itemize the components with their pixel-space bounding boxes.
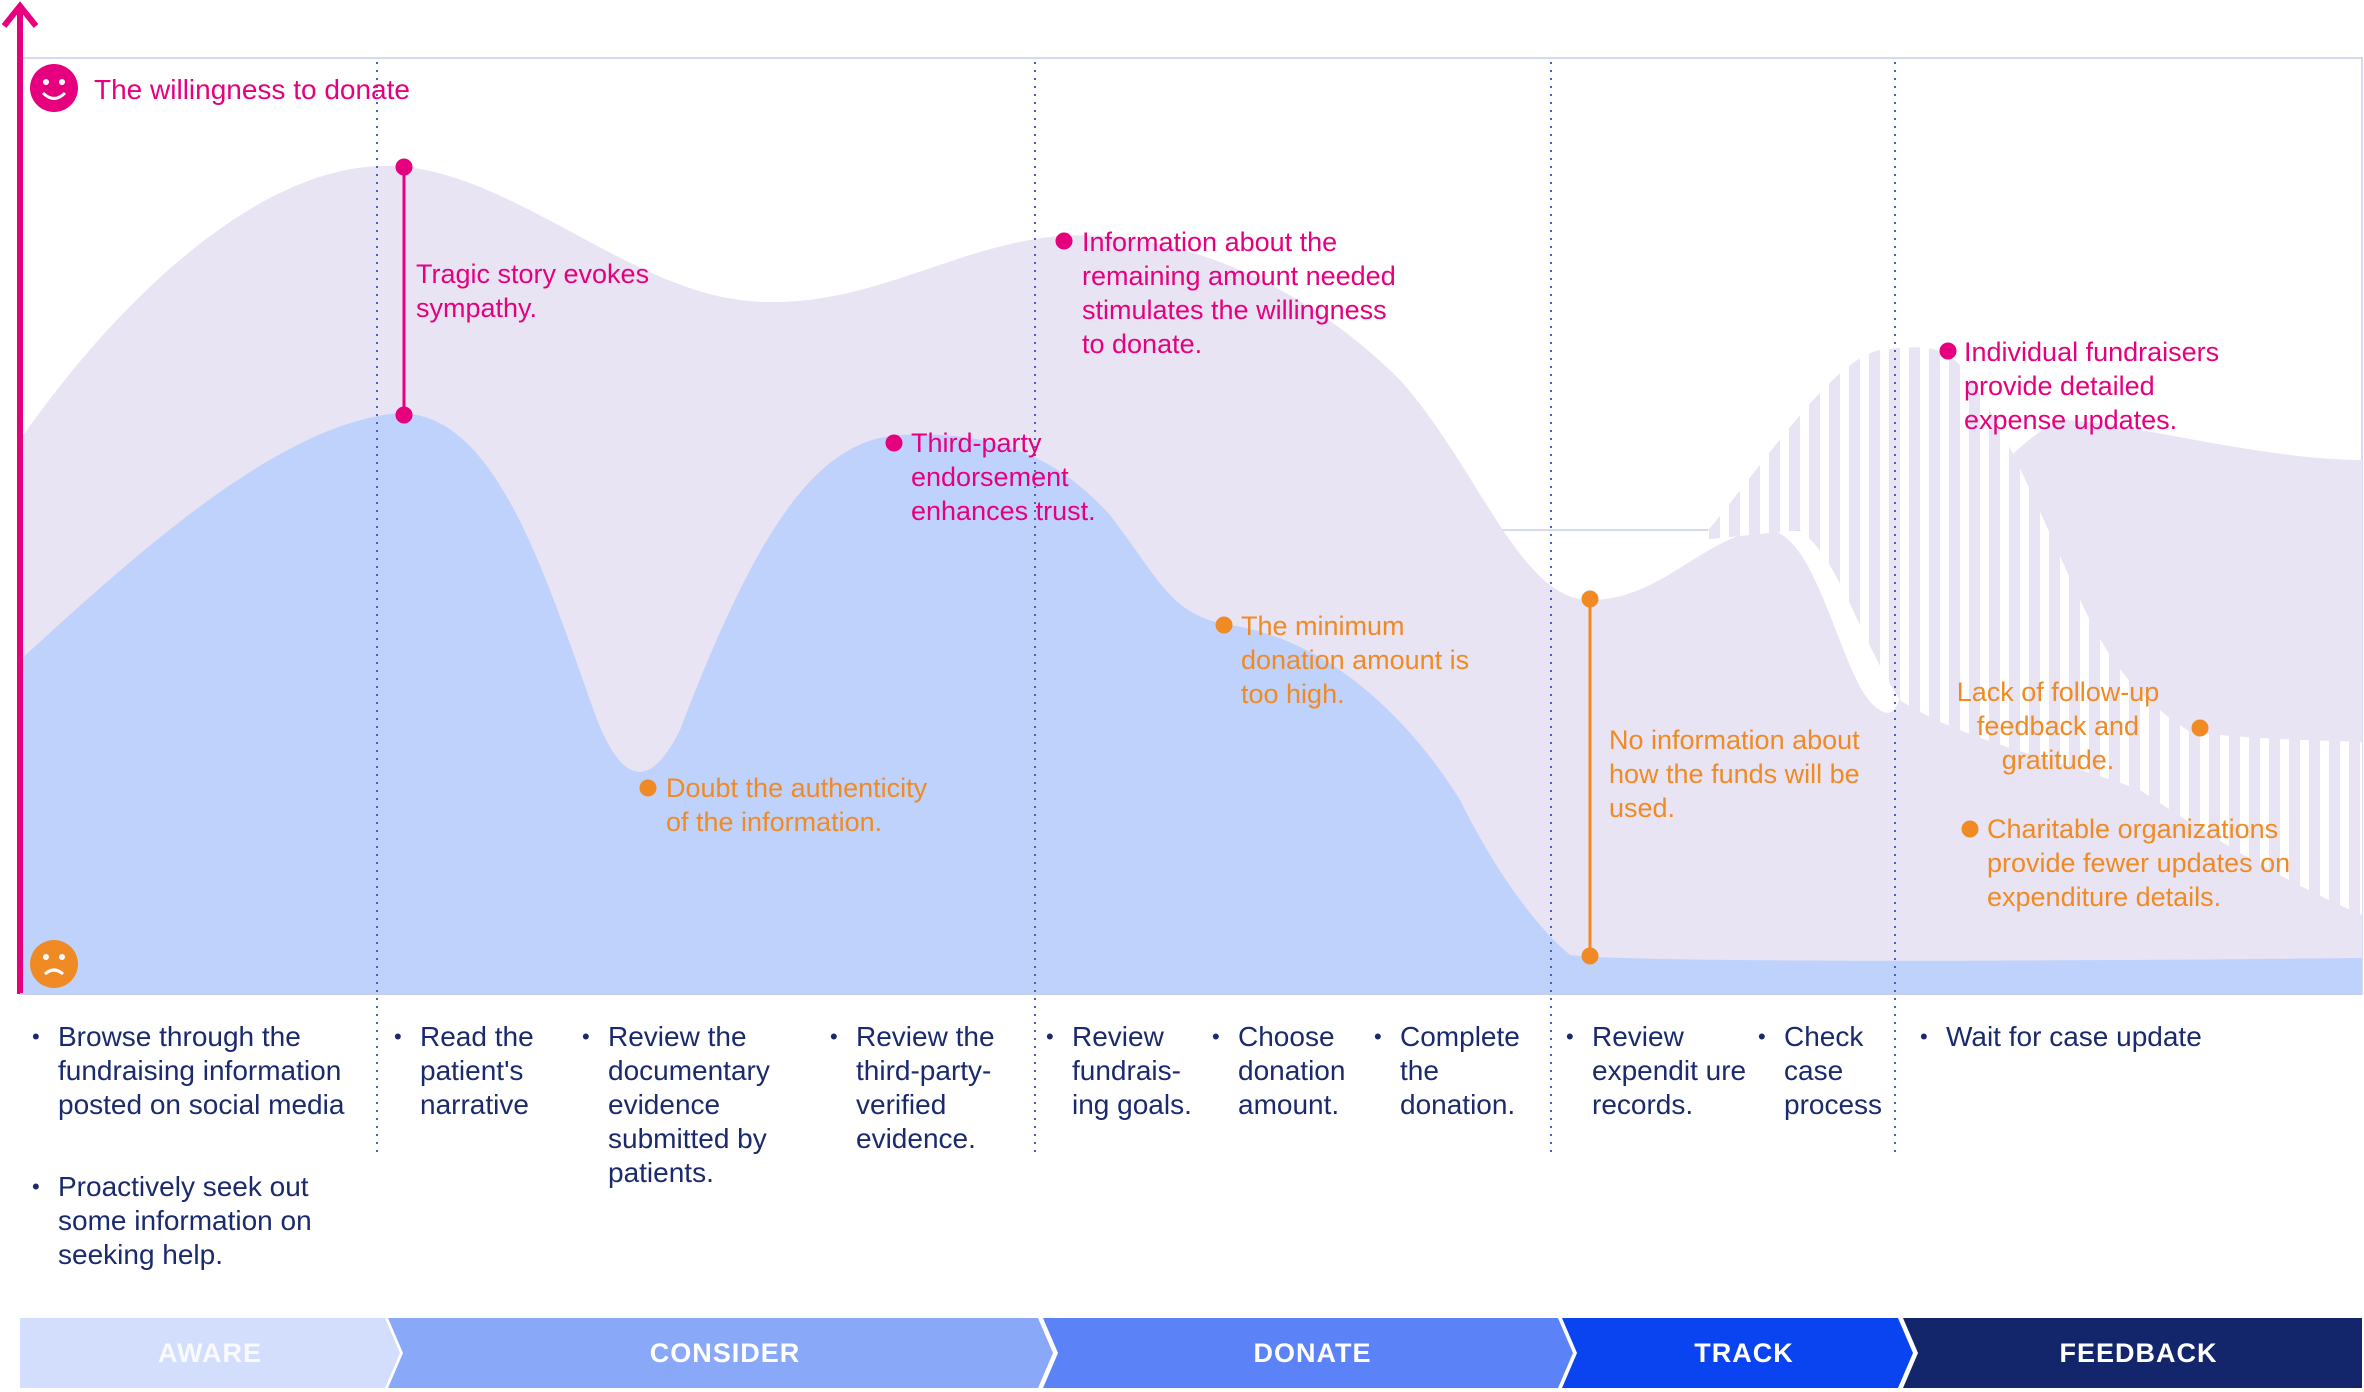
step-browse: Browse through the fundraising informati… bbox=[58, 1021, 345, 1120]
frown-icon bbox=[30, 940, 78, 988]
positive-markers bbox=[395, 158, 1957, 452]
annotation-remaining: Information about the remaining amount n… bbox=[1082, 227, 1396, 359]
stage-feedback: FEEDBACK bbox=[2059, 1338, 2218, 1368]
stage-donate-shape bbox=[1043, 1318, 1573, 1388]
individual-marker bbox=[1939, 342, 1957, 360]
stage-bar bbox=[20, 1318, 2362, 1388]
stage-aware: AWARE bbox=[157, 1338, 262, 1368]
third-party-marker bbox=[885, 434, 903, 452]
annotation-minimum: The minimum donation amount is too high. bbox=[1241, 611, 1470, 709]
annotation-third-party: Third-party endorsement enhances trust. bbox=[911, 428, 1096, 526]
bullet-icon: • bbox=[32, 1174, 40, 1199]
hatched-gap-region bbox=[1700, 347, 2362, 915]
bullet-icon: • bbox=[1566, 1024, 1574, 1049]
step-review-third: Review the third-party-verified evidence… bbox=[856, 1021, 995, 1154]
step-read: Read the patient's narrative bbox=[420, 1021, 534, 1120]
y-axis-arrowhead bbox=[1, 1, 39, 28]
step-check: Check case process bbox=[1784, 1021, 1883, 1120]
annotation-no-info: No information about how the funds will … bbox=[1609, 725, 1860, 823]
bullet-icon: • bbox=[1920, 1024, 1928, 1049]
no-info-marker-bottom bbox=[1581, 947, 1599, 965]
step-proactive: Proactively seek out some information on… bbox=[58, 1171, 312, 1270]
no-info-marker-top bbox=[1581, 590, 1599, 608]
step-choose: Choose donation amount. bbox=[1238, 1021, 1346, 1120]
annotation-charitable: Charitable organizations provide fewer u… bbox=[1987, 814, 2291, 912]
annotation-doubt: Doubt the authenticity of the informatio… bbox=[666, 773, 928, 837]
step-review-exp: Review expendit ure records. bbox=[1592, 1021, 1747, 1120]
lack-followup-marker bbox=[2191, 719, 2209, 737]
stage-consider-shape bbox=[388, 1318, 1053, 1388]
stage-aware-shape bbox=[20, 1318, 400, 1388]
negative-markers bbox=[639, 590, 2209, 965]
bullet-icon: • bbox=[1758, 1024, 1766, 1049]
bullet-icon: • bbox=[1212, 1024, 1220, 1049]
doubt-marker bbox=[639, 779, 657, 797]
annotation-lack-followup: Lack of follow-up feedback and gratitude… bbox=[1956, 677, 2160, 775]
stage-track: TRACK bbox=[1694, 1338, 1794, 1368]
minimum-marker bbox=[1215, 616, 1233, 634]
smile-icon bbox=[30, 64, 78, 112]
bullet-icon: • bbox=[830, 1024, 838, 1049]
bullet-icon: • bbox=[1046, 1024, 1054, 1049]
step-complete: Complete the donation. bbox=[1400, 1021, 1520, 1120]
step-review-doc: Review the documentary evidence submitte… bbox=[608, 1021, 770, 1188]
step-review-goals: Review fundrais-ing goals. bbox=[1072, 1021, 1192, 1120]
stage-track-shape bbox=[1562, 1318, 1913, 1388]
stage-donate: DONATE bbox=[1253, 1338, 1372, 1368]
willingness-front-band bbox=[20, 413, 2362, 994]
bullet-icon: • bbox=[1374, 1024, 1382, 1049]
bullet-icon: • bbox=[32, 1024, 40, 1049]
legend-label: The willingness to donate bbox=[94, 74, 410, 105]
stage-consider: CONSIDER bbox=[649, 1338, 801, 1368]
bullet-icon: • bbox=[394, 1024, 402, 1049]
charitable-marker bbox=[1961, 820, 1979, 838]
remaining-marker bbox=[1055, 232, 1073, 250]
annotation-tragic: Tragic story evokes sympathy. bbox=[416, 259, 650, 323]
tragic-marker-top bbox=[395, 158, 413, 176]
annotation-individual: Individual fundraisers provide detailed … bbox=[1964, 337, 2220, 435]
stage-feedback-shape bbox=[1903, 1318, 2362, 1388]
bullet-icon: • bbox=[582, 1024, 590, 1049]
tragic-marker-bottom bbox=[395, 406, 413, 424]
step-wait: Wait for case update bbox=[1946, 1021, 2202, 1052]
stage-separators bbox=[376, 62, 1896, 1152]
